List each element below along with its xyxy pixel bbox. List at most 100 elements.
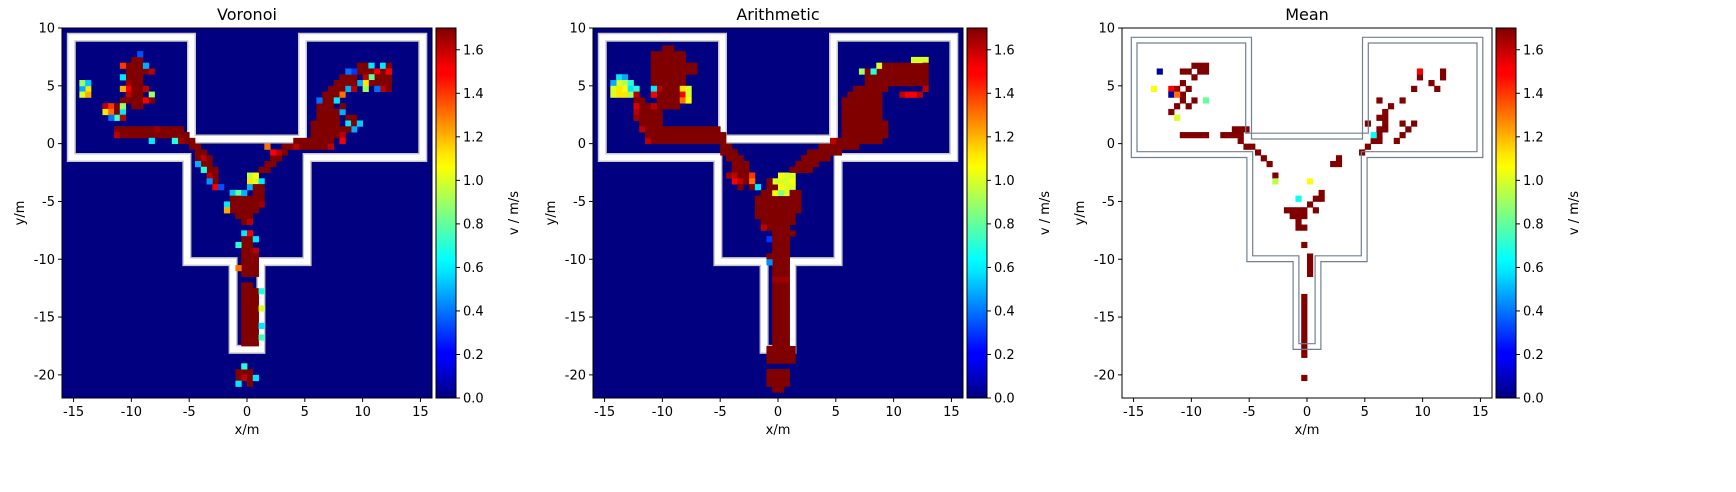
heatmap-cell [368, 74, 375, 81]
heatmap-cell [322, 91, 329, 98]
heatmap-cell [668, 56, 675, 64]
heatmap-cell [258, 178, 265, 185]
heatmap-cell [1382, 108, 1389, 116]
heatmap-cell [327, 137, 335, 145]
heatmap-cell [119, 108, 126, 116]
heatmap-cell [241, 265, 248, 272]
heatmap-cell [125, 126, 132, 133]
heatmap-cell [835, 149, 842, 156]
heatmap-cell [247, 288, 254, 295]
heatmap-cell [737, 184, 744, 191]
heatmap-cell [1335, 155, 1343, 162]
heatmap-cell [853, 108, 860, 116]
heatmap-cell [633, 103, 640, 110]
heatmap-cell [922, 56, 929, 64]
heatmap-cell [679, 137, 686, 145]
heatmap-cell [876, 97, 883, 104]
heatmap-cell [760, 224, 767, 231]
heatmap-cell [650, 56, 657, 64]
heatmap-cell [766, 178, 773, 185]
heatmap-cell [351, 114, 358, 121]
heatmap-cell [1191, 97, 1198, 104]
heatmap-cell [125, 80, 132, 87]
heatmap-cell [333, 132, 340, 139]
heatmap-cell [125, 91, 132, 98]
heatmap-cell [685, 126, 692, 133]
heatmap-cell [910, 80, 918, 87]
heatmap-cell [189, 137, 196, 145]
heatmap-cell [293, 137, 300, 145]
heatmap-cell [339, 85, 346, 92]
heatmap-cell [356, 62, 364, 69]
heatmap-cell [772, 265, 779, 272]
heatmap-cell [229, 189, 236, 197]
heatmap-cell [252, 334, 259, 341]
heatmap-cell [368, 68, 375, 75]
heatmap-cell [725, 155, 733, 162]
heatmap-cell [327, 91, 335, 98]
heatmap-cell [1301, 374, 1308, 382]
y-tick-label: -15 [34, 311, 55, 326]
heatmap-cell [691, 62, 698, 69]
heatmap-cell [327, 103, 335, 110]
heatmap-cell [720, 143, 727, 150]
heatmap-cell [778, 247, 785, 254]
heatmap-cell [905, 80, 912, 87]
heatmap-cell [247, 374, 254, 382]
heatmap-cell [783, 207, 790, 214]
heatmap-cell [772, 340, 779, 347]
heatmap-cell [766, 369, 773, 376]
heatmap-cell [264, 160, 271, 168]
x-tick-label: -10 [121, 405, 142, 420]
heatmap-cell [662, 45, 669, 52]
x-tick-label: -15 [63, 405, 84, 420]
heatmap-cell [650, 126, 657, 133]
heatmap-cell [801, 166, 808, 173]
heatmap-cell [772, 230, 779, 237]
x-tick-label: 10 [885, 405, 902, 420]
heatmap-cell [310, 126, 317, 133]
heatmap-cell [351, 85, 358, 92]
heatmap-cell [212, 166, 219, 173]
heatmap-cell [853, 120, 860, 127]
heatmap-cell [1283, 207, 1291, 214]
heatmap-cell [385, 80, 392, 87]
heatmap-cell [142, 126, 150, 133]
heatmap-cell [922, 85, 929, 92]
heatmap-cell [206, 172, 213, 179]
heatmap-cell [870, 120, 877, 127]
heatmap-cell [835, 137, 842, 145]
heatmap-cell [247, 172, 254, 179]
heatmap-cell [783, 184, 790, 191]
heatmap-cell [119, 97, 126, 104]
heatmap-cell [327, 120, 335, 127]
x-tick-label: 15 [1472, 405, 1489, 420]
heatmap-cell [241, 259, 248, 266]
heatmap-cell [714, 137, 721, 145]
heatmap-cell [1318, 195, 1325, 202]
heatmap-cell [650, 62, 657, 69]
heatmap-cell [662, 126, 669, 133]
heatmap-cells [610, 45, 929, 393]
heatmap-cell [1411, 120, 1418, 127]
heatmap-cell [247, 195, 254, 202]
heatmap-cell [119, 132, 126, 139]
heatmap-cell [621, 74, 629, 81]
heatmap-cell [1295, 213, 1302, 220]
y-tick-label: 5 [47, 79, 55, 94]
heatmap-cell [1231, 126, 1239, 133]
y-tick-label: -10 [565, 253, 586, 268]
heatmap-cell [241, 241, 248, 249]
heatmap-cell [882, 132, 889, 139]
heatmap-cell [870, 80, 877, 87]
heatmap-cell [789, 172, 796, 179]
heatmap-cell [778, 328, 785, 335]
x-axis-label: x/m [766, 423, 791, 438]
heatmap-cell [778, 230, 785, 237]
heatmap-cell [772, 241, 779, 249]
heatmap-cell [835, 143, 842, 150]
heatmap-cell [789, 218, 796, 225]
heatmap-cell [673, 103, 681, 110]
heatmap-cell [673, 126, 681, 133]
y-axis-label: y/m [544, 201, 559, 226]
